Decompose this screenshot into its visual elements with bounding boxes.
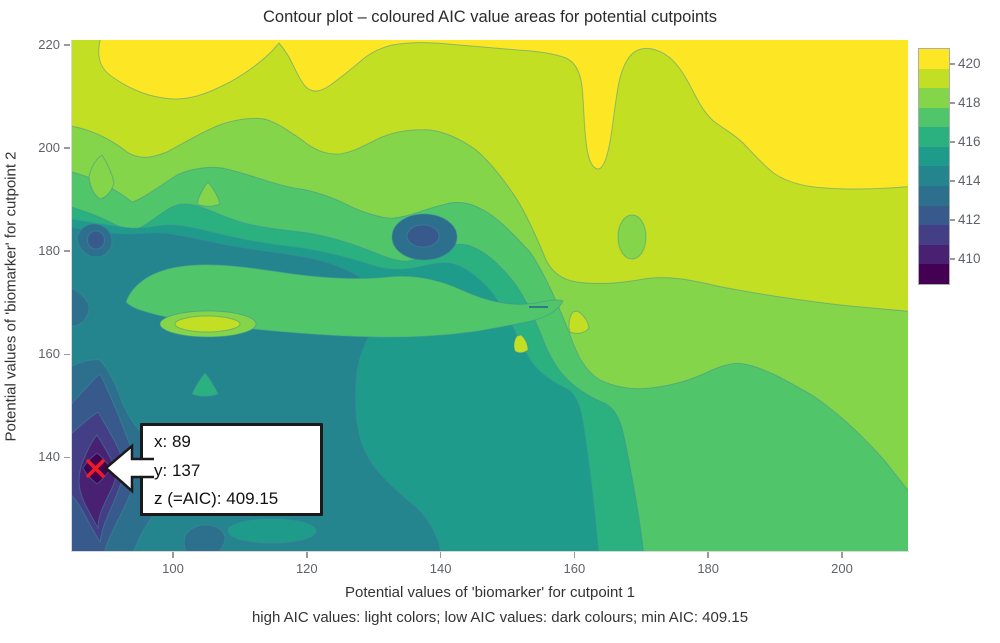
colorbar-band: [919, 205, 949, 226]
colorbar-band: [919, 264, 949, 284]
colorbar-band: [919, 127, 949, 147]
annotation-arrow: [104, 443, 154, 494]
y-tick-mark: [64, 147, 70, 149]
x-tick-label: 160: [563, 561, 586, 576]
x-tick-mark: [841, 552, 843, 558]
y-tick-label: 160: [38, 346, 60, 362]
colorbar-band: [919, 107, 949, 128]
contour-band-420-plus: [98, 40, 908, 190]
y-tick-mark: [64, 44, 70, 46]
colorbar-band: [919, 146, 949, 167]
colorbar-tick-label: 420: [958, 56, 981, 71]
y-tick-label: 200: [38, 140, 60, 156]
annotation-line-y: y: 137: [154, 460, 201, 480]
contour-plot-canvas[interactable]: [72, 40, 908, 551]
y-axis-line: [71, 40, 72, 551]
x-tick-mark: [306, 552, 308, 558]
y-tick-mark: [64, 456, 70, 459]
colorbar-band: [919, 68, 949, 89]
x-axis-line: [71, 551, 909, 552]
y-axis-title: Potential values of 'biomarker' for cutp…: [2, 151, 20, 442]
figure-caption: high AIC values: light colors; low AIC v…: [251, 609, 749, 626]
y-tick-label: 220: [38, 37, 60, 52]
annotation-line-z: z (=AIC): 409.15: [154, 489, 279, 508]
x-tick-label: 200: [831, 561, 853, 576]
colorbar-tick-mark: [950, 63, 955, 65]
colorbar-tick-mark: [950, 180, 955, 182]
x-tick-label: 140: [429, 561, 452, 576]
colorbar-tick-label: 418: [958, 95, 981, 110]
colorbar-band: [919, 166, 949, 187]
x-tick-mark: [573, 552, 576, 558]
x-axis-title: Potential values of 'biomarker' for cutp…: [344, 584, 636, 601]
colorbar-tick-label: 414: [958, 173, 981, 188]
colorbar-tick-mark: [950, 141, 955, 143]
annotation-box[interactable]: x: 89 y: 137 z (=AIC): 409.15: [140, 423, 323, 516]
colorbar-band: [919, 49, 949, 69]
colorbar-band: [919, 225, 949, 245]
x-tick-mark: [707, 552, 709, 558]
annotation-line-x: x: 89: [154, 432, 191, 451]
x-tick-label: 120: [295, 561, 318, 576]
x-tick-label: 180: [697, 561, 720, 576]
x-tick-mark: [439, 552, 442, 558]
y-tick-label: 180: [38, 243, 60, 259]
colorbar-tick-label: 410: [958, 251, 981, 266]
x-tick-mark: [172, 552, 174, 558]
colorbar-tick-mark: [950, 258, 955, 260]
minimum-x-marker[interactable]: [86, 459, 105, 478]
colorbar-tick-label: 412: [958, 212, 981, 227]
colorbar-band: [919, 186, 949, 206]
contour-band-419-420: [72, 40, 908, 312]
colorbar-band: [919, 88, 949, 108]
colorbar-band: [919, 244, 949, 265]
y-tick-mark: [64, 250, 70, 252]
colorbar-tick-mark: [950, 102, 955, 104]
contour-small-blobs: [88, 154, 647, 544]
contour-ridge-lens-419-420: [174, 315, 241, 333]
y-tick-label: 140: [38, 449, 60, 465]
chart-title: Contour plot – coloured AIC value areas …: [262, 8, 718, 26]
colorbar-tick-label: 416: [958, 134, 981, 149]
colorbar[interactable]: [918, 48, 950, 285]
x-tick-label: 100: [162, 561, 184, 576]
y-tick-mark: [64, 353, 70, 356]
colorbar-tick-mark: [950, 219, 955, 221]
